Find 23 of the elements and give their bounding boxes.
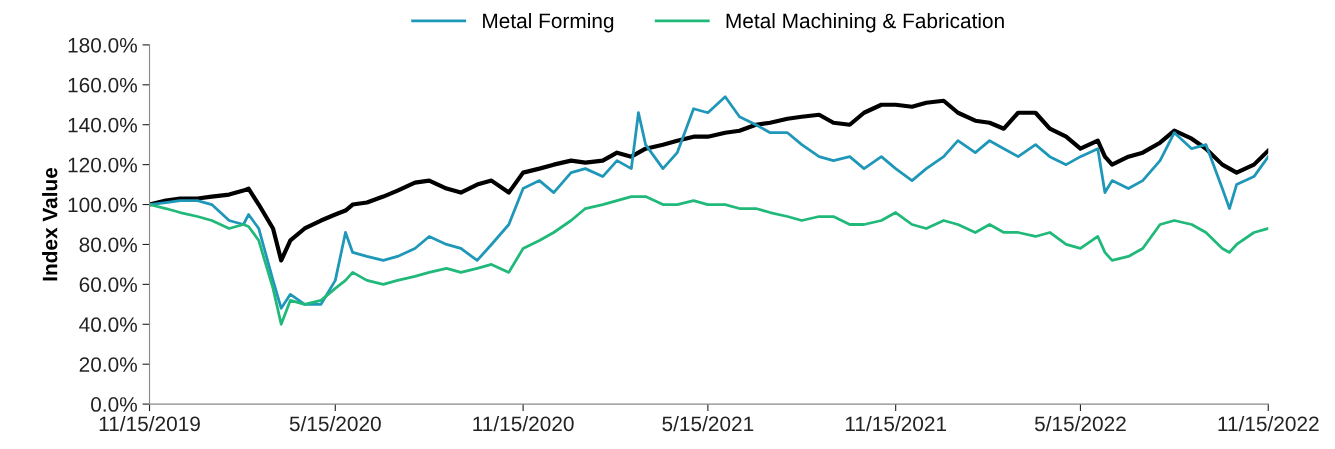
y-tick-label: 0.0% [91, 397, 137, 412]
y-tick-label: 140.0% [68, 117, 137, 133]
y-tick-label: 120.0% [68, 157, 137, 173]
y-axis-title: Index Value [42, 167, 58, 281]
line-series [149, 98, 1269, 263]
x-tick-label: 11/15/2020 [473, 415, 574, 432]
x-tick-label: 5/15/2020 [289, 415, 381, 432]
y-tick-label: 180.0% [68, 37, 137, 53]
line-series [149, 195, 1269, 326]
line-series [149, 95, 1269, 310]
y-tick-label: 60.0% [79, 277, 137, 293]
y-tick-label: 100.0% [68, 197, 137, 213]
x-tick-label: 11/15/2021 [845, 415, 947, 432]
legend-label: Metal Machining & Fabrication [726, 12, 1004, 33]
y-tick-label: 20.0% [79, 357, 137, 372]
x-tick-label: 11/15/2019 [99, 415, 200, 432]
legend-label: Metal Forming [483, 12, 614, 33]
y-tick-label: 80.0% [79, 237, 137, 253]
y-tick-label: 40.0% [79, 317, 137, 333]
y-tick-label: 160.0% [68, 77, 137, 93]
x-tick-label: 5/15/2022 [1034, 415, 1126, 432]
x-tick-label: 11/15/2022 [1218, 415, 1319, 432]
x-tick-label: 5/15/2021 [662, 415, 754, 432]
